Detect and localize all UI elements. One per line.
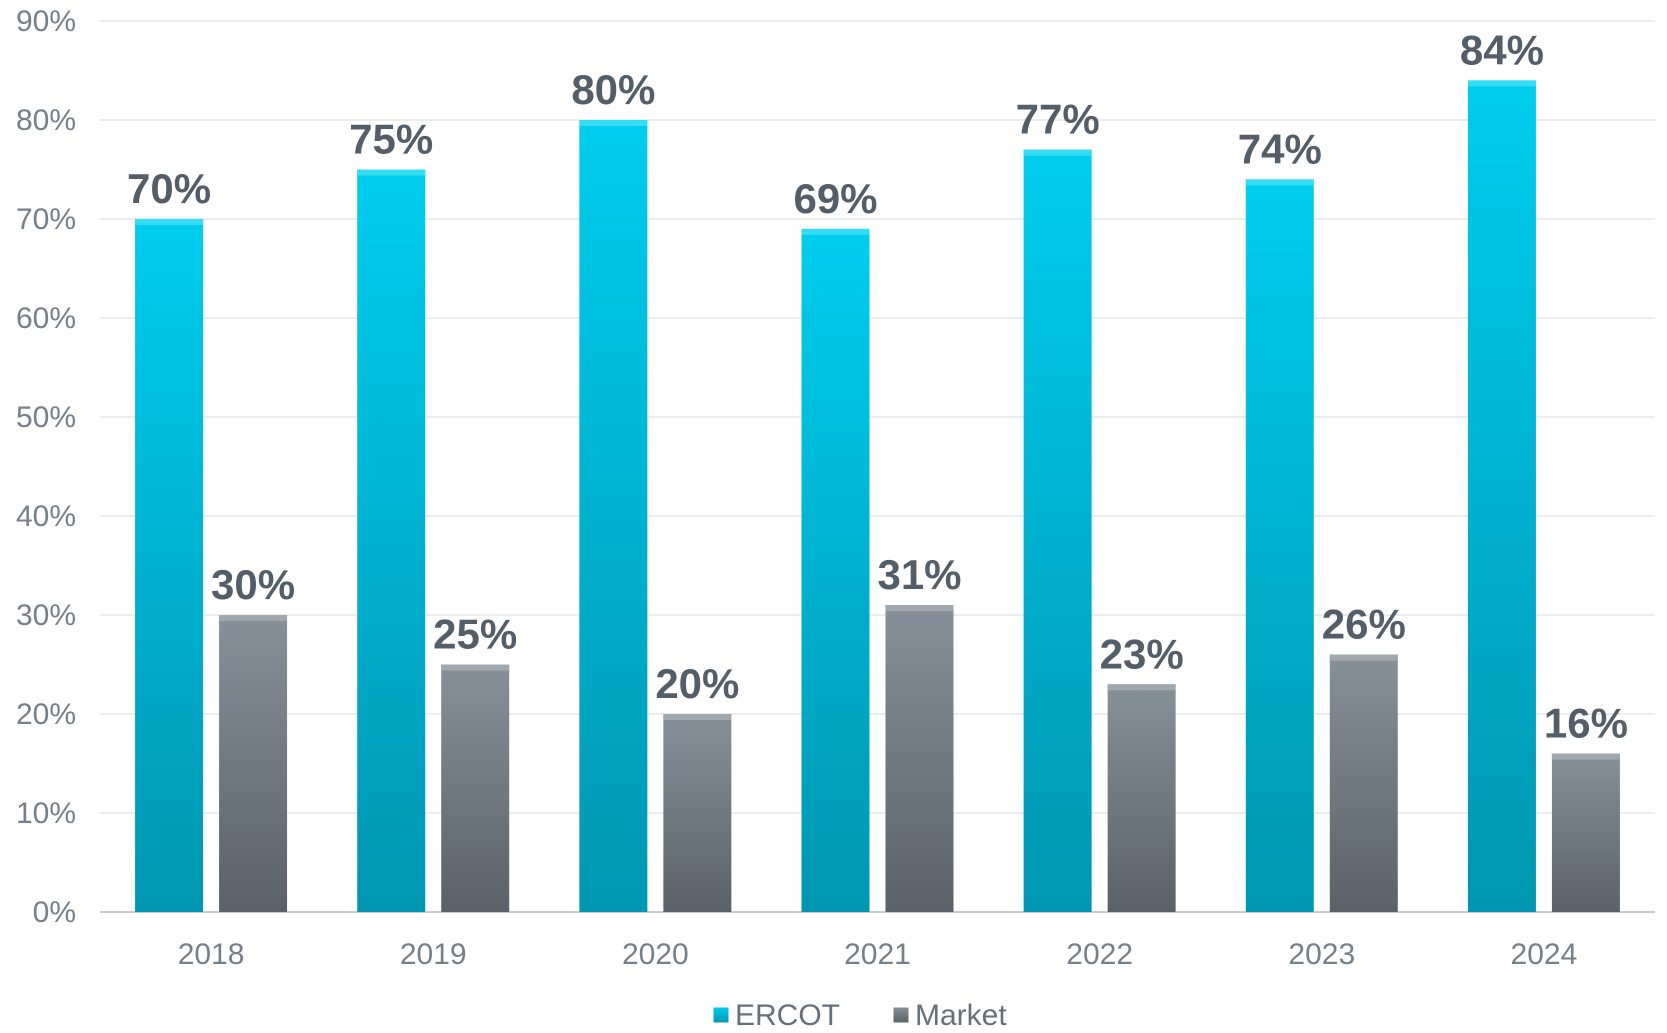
y-tick-label: 90% bbox=[16, 5, 76, 38]
ercot-bar bbox=[1023, 149, 1092, 912]
ercot-bar-cap bbox=[135, 219, 204, 225]
y-tick-label: 80% bbox=[16, 104, 76, 137]
market-bar-cap bbox=[1329, 654, 1398, 661]
x-axis-ticks: 2018 2019 2020 2021 2022 2023 2024 bbox=[178, 938, 1578, 971]
y-tick-label: 10% bbox=[16, 797, 76, 830]
y-tick-label: 20% bbox=[16, 698, 76, 731]
market-bar bbox=[219, 615, 288, 912]
market-bar bbox=[441, 664, 510, 912]
y-tick-label: 70% bbox=[16, 203, 76, 236]
y-axis-ticks: 0% 10% 20% 30% 40% 50% 60% 70% 80% 90% bbox=[16, 5, 76, 929]
ercot-bar-cap bbox=[1467, 80, 1536, 87]
legend-item-ercot-label: ERCOT bbox=[735, 999, 840, 1032]
y-tick-label: 60% bbox=[16, 302, 76, 335]
market-bar-cap bbox=[219, 615, 288, 621]
market-bar bbox=[1329, 654, 1398, 912]
market-data-label: 20% bbox=[655, 660, 739, 707]
legend: ERCOT Market bbox=[712, 999, 1007, 1032]
ercot-bar-cap bbox=[357, 169, 426, 176]
legend-item-market-swatch bbox=[892, 1006, 910, 1024]
ercot-bar bbox=[579, 120, 648, 912]
market-data-label: 25% bbox=[433, 611, 517, 658]
ercot-bar bbox=[357, 169, 426, 912]
y-tick-label: 40% bbox=[16, 500, 76, 533]
ercot-data-label: 69% bbox=[793, 175, 877, 222]
gridlines bbox=[100, 20, 1655, 913]
y-tick-label: 50% bbox=[16, 401, 76, 434]
market-data-label: 16% bbox=[1544, 700, 1628, 747]
market-bar bbox=[1551, 753, 1620, 912]
market-bar bbox=[663, 714, 732, 912]
data-labels: 70% 30% 75% 25% 80% 20% 69% 31% 77% 23% 74% 26% 84% 1… bbox=[127, 26, 1628, 746]
ercot-bar-cap bbox=[1023, 149, 1092, 156]
market-bar bbox=[1107, 684, 1176, 912]
ercot-data-label: 80% bbox=[571, 66, 655, 113]
market-data-label: 31% bbox=[877, 551, 961, 598]
x-tick-label: 2020 bbox=[622, 938, 689, 971]
ercot-bar bbox=[1245, 179, 1314, 912]
market-bar-cap bbox=[663, 714, 732, 720]
market-bar bbox=[885, 605, 954, 912]
ercot-bar bbox=[1467, 80, 1536, 912]
ercot-data-label: 77% bbox=[1016, 96, 1100, 143]
ercot-data-label: 84% bbox=[1460, 26, 1544, 73]
x-tick-label: 2019 bbox=[400, 938, 467, 971]
market-data-label: 23% bbox=[1100, 630, 1184, 677]
bars bbox=[135, 80, 1620, 912]
x-tick-label: 2021 bbox=[844, 938, 911, 971]
market-data-label: 26% bbox=[1322, 601, 1406, 648]
ercot-bar bbox=[135, 219, 204, 912]
ercot-bar-cap bbox=[801, 228, 870, 235]
ercot-bar-cap bbox=[579, 120, 648, 126]
ercot-data-label: 74% bbox=[1238, 125, 1322, 172]
market-bar-cap bbox=[1551, 753, 1620, 760]
legend-item-market-label: Market bbox=[915, 999, 1007, 1032]
market-data-label: 30% bbox=[211, 561, 295, 608]
x-tick-label: 2018 bbox=[178, 938, 245, 971]
ercot-bar-cap bbox=[1245, 179, 1314, 186]
y-tick-label: 30% bbox=[16, 599, 76, 632]
y-tick-label: 0% bbox=[33, 896, 76, 929]
x-tick-label: 2024 bbox=[1511, 938, 1578, 971]
ercot-data-label: 70% bbox=[127, 165, 211, 212]
ercot-bar bbox=[801, 228, 870, 912]
market-bar-cap bbox=[885, 605, 954, 612]
ercot-data-label: 75% bbox=[349, 116, 433, 163]
x-tick-label: 2023 bbox=[1288, 938, 1355, 971]
market-bar-cap bbox=[441, 664, 510, 671]
legend-item-ercot-swatch bbox=[712, 1006, 730, 1024]
market-bar-cap bbox=[1107, 684, 1176, 691]
x-tick-label: 2022 bbox=[1066, 938, 1133, 971]
